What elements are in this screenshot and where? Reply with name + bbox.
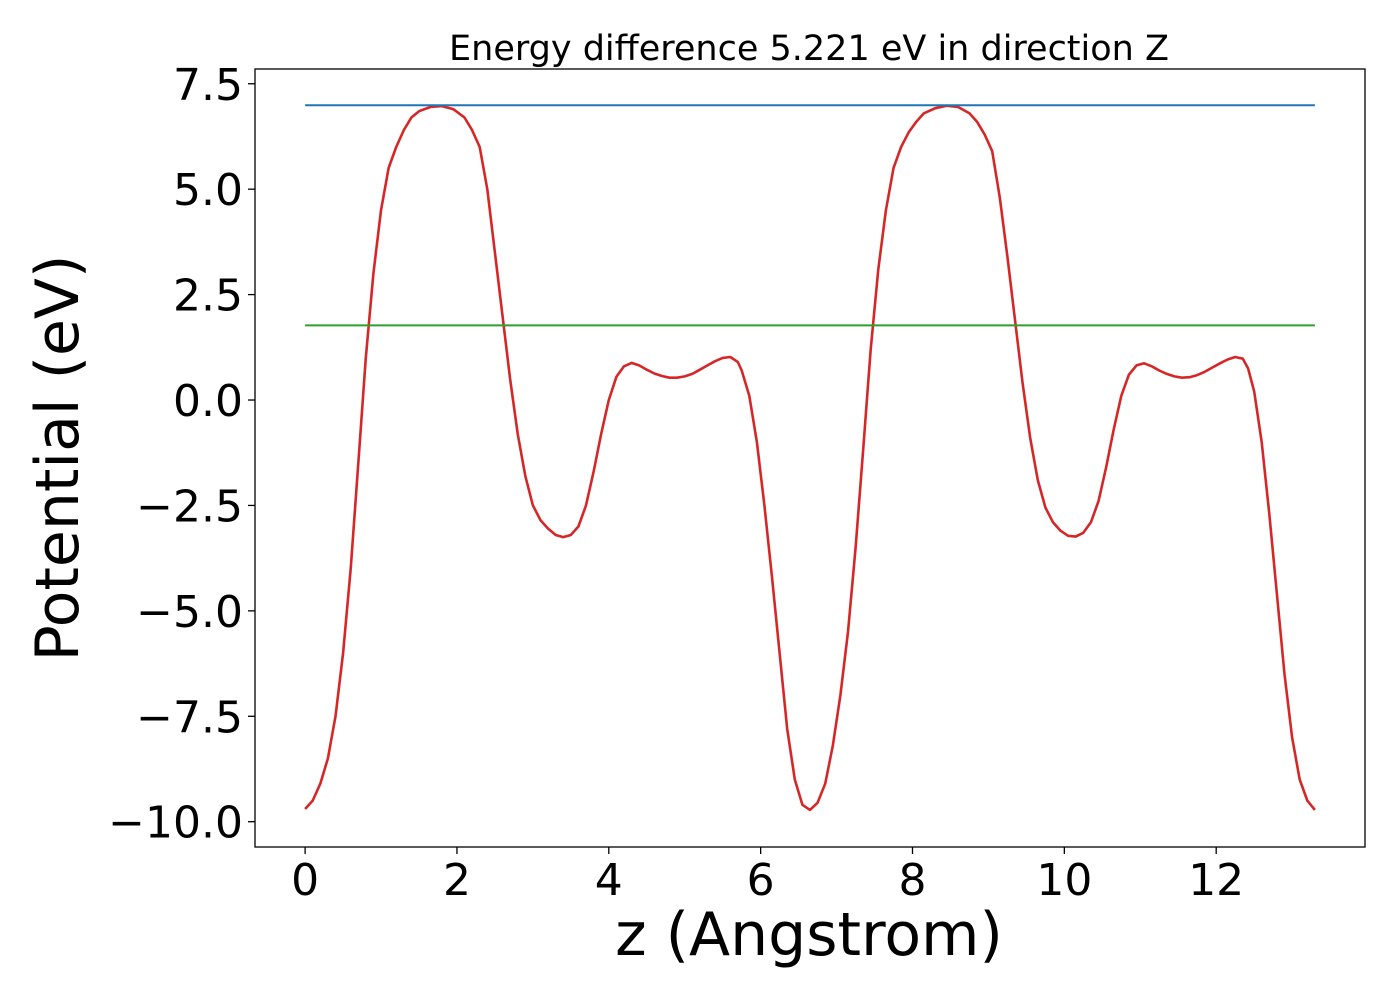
- y-tick-label: 0.0: [173, 376, 243, 427]
- y-axis-label: Potential (eV): [23, 255, 93, 662]
- y-tick-label: −7.5: [136, 692, 243, 743]
- y-tick-label: 5.0: [173, 165, 243, 216]
- x-tick-label: 0: [291, 855, 319, 906]
- y-tick-label: 7.5: [173, 60, 243, 111]
- y-tick-label: −2.5: [136, 481, 243, 532]
- chart-title: Energy difference 5.221 eV in direction …: [449, 29, 1169, 69]
- y-axis: 7.5 5.0 2.5 0.0 −2.5 −5.0 −7.5 −10.0: [108, 60, 255, 849]
- x-tick-label: 8: [898, 855, 926, 906]
- x-tick-label: 10: [1036, 855, 1092, 906]
- y-tick-label: −5.0: [136, 587, 243, 638]
- y-tick-label: −10.0: [108, 798, 243, 849]
- series-line-1: [304, 104, 1316, 812]
- x-axis-label: z (Angstrom): [615, 900, 1003, 970]
- y-tick-label: 2.5: [173, 271, 243, 322]
- plot-frame: [254, 68, 1366, 848]
- x-tick-label: 12: [1188, 855, 1244, 906]
- x-tick-label: 4: [595, 855, 623, 906]
- series-layer: [304, 104, 1316, 812]
- x-axis: 0 2 4 6 8 10 12: [291, 847, 1244, 906]
- x-tick-label: 2: [443, 855, 471, 906]
- x-tick-label: 6: [747, 855, 775, 906]
